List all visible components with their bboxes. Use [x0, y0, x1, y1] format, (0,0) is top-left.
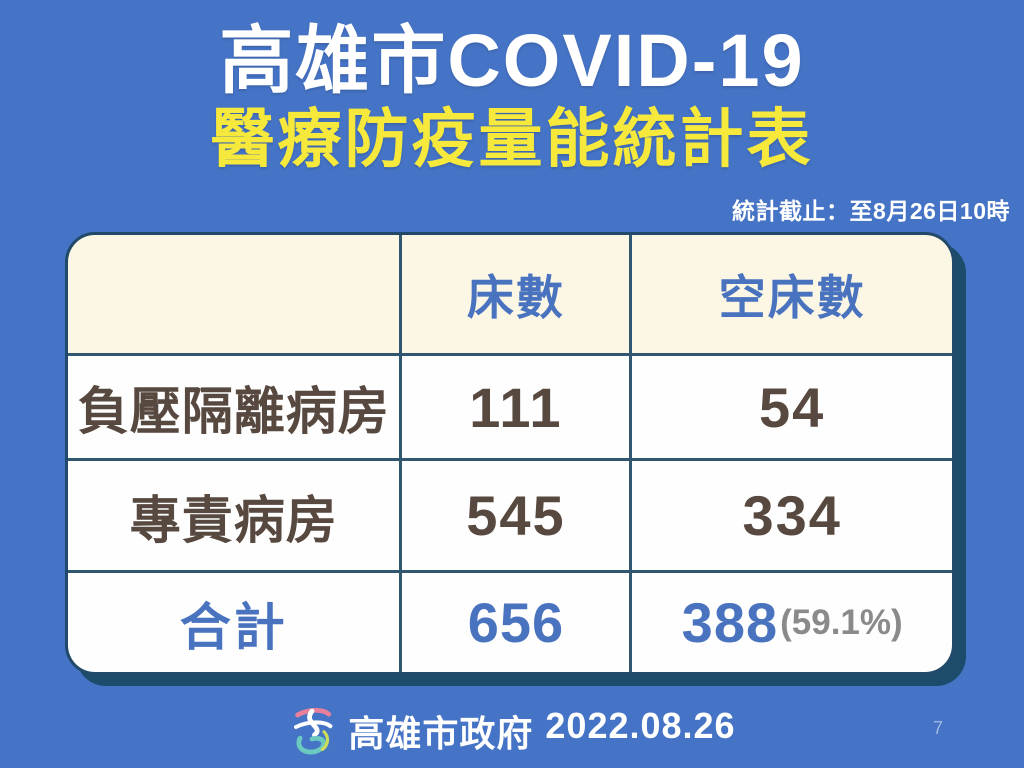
- beds-value: 545: [466, 484, 566, 548]
- table-total-empty-cell: 388 (59.1%): [632, 573, 952, 672]
- total-label: 合計: [179, 598, 288, 656]
- table-row-negative-pressure-beds-cell: 111: [402, 355, 630, 459]
- table-row-dedicated-ward-empty-cell: 334: [632, 461, 952, 571]
- footer: 高雄市政府 2022.08.26: [0, 704, 1024, 758]
- row-label: 專責病房: [129, 491, 338, 549]
- table-header-empty-beds: 空床數: [632, 235, 952, 353]
- table-total-label-cell: 合計: [68, 573, 400, 672]
- row-label: 負壓隔離病房: [77, 383, 390, 441]
- table-row-negative-pressure-empty-cell: 54: [632, 355, 952, 459]
- total-empty-rate: (59.1%): [780, 602, 903, 642]
- stats-cutoff-note: 統計截止：至8月26日10時: [732, 198, 1010, 224]
- table-row-dedicated-ward-label-cell: 專責病房: [68, 461, 400, 571]
- total-empty-beds-value: 388: [681, 591, 779, 655]
- footer-org: 高雄市政府: [348, 713, 534, 754]
- page-number: 7: [933, 718, 944, 738]
- capacity-table: 床數 空床數 負壓隔離病房 111 54 專責病房 545 334 合計 656…: [65, 232, 955, 675]
- empty-beds-value: 54: [759, 375, 826, 439]
- table-row-dedicated-ward-beds-cell: 545: [402, 461, 630, 571]
- table-total-beds-cell: 656: [402, 573, 630, 672]
- page-title: 高雄市COVID-19: [219, 19, 805, 102]
- total-beds-value: 656: [467, 591, 565, 655]
- kaohsiung-city-logo-icon: [288, 704, 336, 758]
- beds-value: 111: [469, 375, 563, 439]
- page-subtitle: 醫療防疫量能統計表: [210, 103, 814, 175]
- column-header-label: 空床數: [718, 271, 866, 325]
- table-header-beds: 床數: [402, 235, 630, 353]
- table-header-category: [68, 235, 400, 353]
- column-header-label: 床數: [466, 271, 565, 325]
- table-row-negative-pressure-label-cell: 負壓隔離病房: [68, 355, 400, 459]
- footer-date: 2022.08.26: [545, 705, 736, 746]
- empty-beds-value: 334: [742, 484, 842, 548]
